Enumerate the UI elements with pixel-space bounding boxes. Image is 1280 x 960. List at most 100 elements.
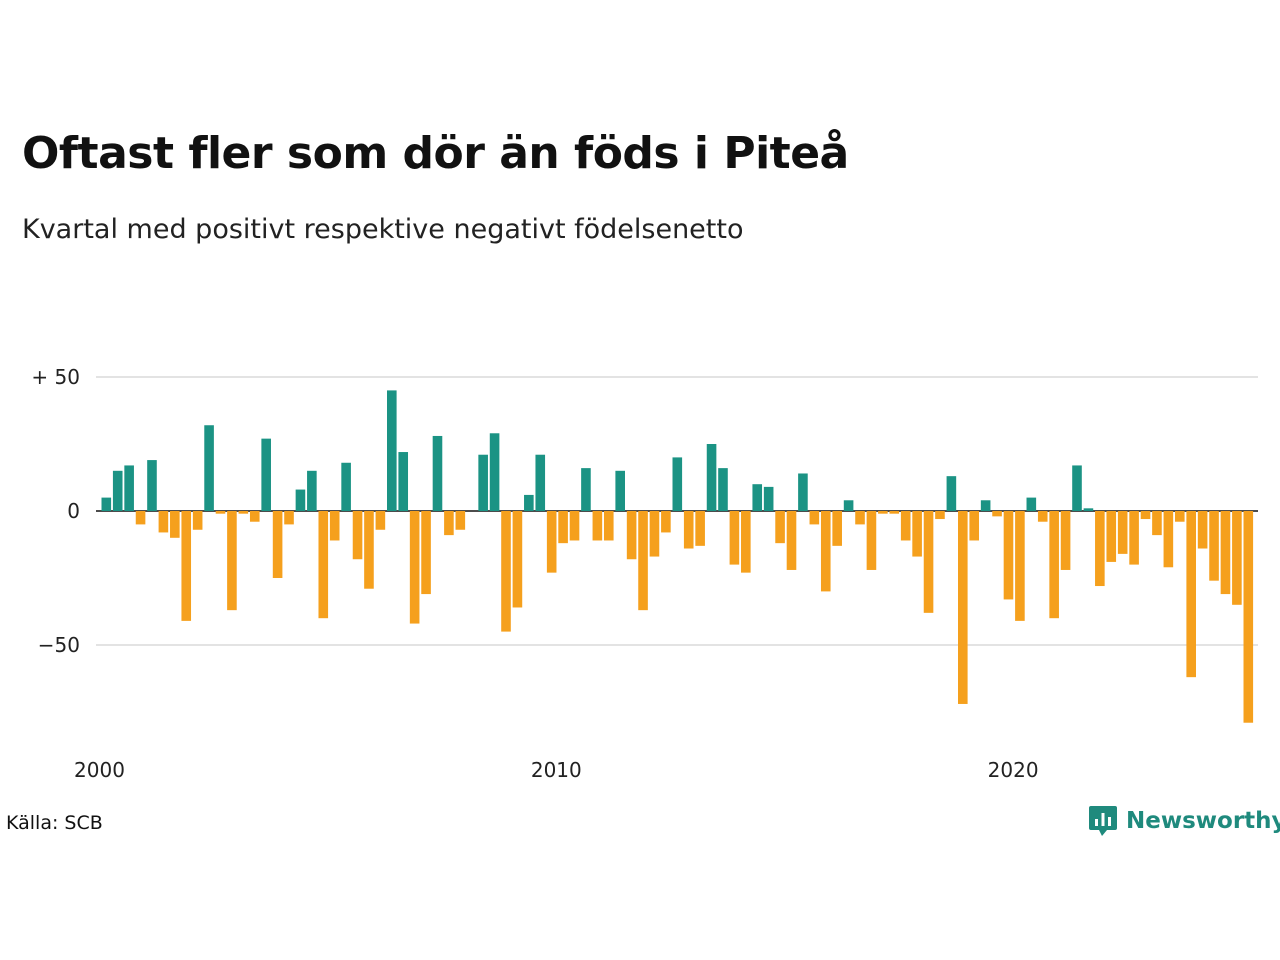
bar-positive: [204, 425, 214, 511]
bar-negative: [969, 511, 980, 541]
bar-negative: [1243, 511, 1254, 723]
bar-negative: [329, 511, 340, 541]
bar-negative: [992, 511, 1002, 517]
x-tick-label: 2020: [988, 758, 1039, 782]
bar-negative: [558, 511, 568, 544]
bar-negative: [1220, 511, 1231, 595]
bar-negative: [192, 511, 203, 530]
bar-negative: [1163, 511, 1174, 568]
bar-negative: [1037, 511, 1048, 522]
bar-negative: [249, 511, 260, 522]
bars: [101, 390, 1254, 723]
bar-positive: [112, 470, 123, 511]
chart-subtitle: Kvartal med positivt respektive negativt…: [22, 214, 744, 245]
bar-negative: [741, 511, 751, 573]
bar-negative: [923, 511, 934, 613]
bar-positive: [124, 465, 134, 511]
bar-positive: [307, 470, 317, 511]
bar-negative: [352, 511, 363, 560]
bar-negative: [158, 511, 169, 533]
bar-negative: [786, 511, 797, 570]
bar-negative: [649, 511, 660, 557]
bar-negative: [135, 511, 146, 525]
bar-negative: [889, 511, 900, 514]
bar-negative: [935, 511, 945, 520]
bar-negative: [421, 511, 431, 595]
newsworthy-logo: Newsworthy: [1088, 804, 1280, 838]
bar-negative: [444, 511, 454, 536]
x-tick-label: 2010: [531, 758, 582, 782]
bar-positive: [843, 500, 854, 511]
bar-negative: [900, 511, 911, 541]
bar-negative: [1049, 511, 1059, 619]
bar-negative: [227, 511, 237, 611]
bar-negative: [1095, 511, 1105, 587]
x-tick-label: 2000: [74, 758, 125, 782]
bar-positive: [752, 484, 763, 511]
bar-negative: [1232, 511, 1242, 605]
bar-positive: [581, 468, 591, 511]
bar-positive: [718, 468, 728, 511]
bar-positive: [672, 457, 683, 511]
bar-positive: [1072, 465, 1082, 511]
newsworthy-chart-bubble-icon: [1089, 806, 1117, 836]
y-tick-label: −50: [38, 633, 80, 657]
bar-negative: [820, 511, 831, 592]
y-tick-label: 0: [67, 499, 80, 523]
bar-positive: [432, 435, 443, 511]
bar-positive: [398, 452, 409, 511]
bar-negative: [170, 511, 180, 538]
bar-negative: [181, 511, 192, 621]
source-note: Källa: SCB: [6, 812, 103, 834]
bar-negative: [683, 511, 694, 549]
bar-negative: [775, 511, 785, 544]
bar-positive: [101, 497, 112, 511]
bar-negative: [215, 511, 226, 514]
bar-negative: [1152, 511, 1162, 536]
bar-positive: [706, 444, 717, 511]
bar-negative: [1117, 511, 1128, 554]
bar-positive: [261, 438, 271, 511]
bar-negative: [1129, 511, 1139, 565]
bar-negative: [272, 511, 283, 578]
bar-negative: [455, 511, 466, 530]
bar-negative: [958, 511, 968, 704]
bar-positive: [341, 462, 351, 511]
bar-negative: [238, 511, 249, 514]
bar-negative: [1060, 511, 1071, 570]
bar-negative: [512, 511, 523, 608]
bar-negative: [1186, 511, 1196, 678]
bar-negative: [1197, 511, 1208, 549]
bar-negative: [284, 511, 294, 525]
bar-negative: [638, 511, 648, 611]
bar-positive: [946, 476, 957, 511]
bar-negative: [603, 511, 614, 541]
bar-negative: [1174, 511, 1185, 522]
bar-negative: [409, 511, 420, 624]
axis-labels: + 50 0 −50 2000 2010 2020: [31, 365, 1038, 782]
bar-negative: [1209, 511, 1219, 581]
bar-negative: [375, 511, 386, 530]
bar-positive: [615, 470, 625, 511]
bar-positive: [980, 500, 991, 511]
bar-positive: [295, 489, 306, 511]
bar-negative: [729, 511, 740, 565]
bar-negative: [569, 511, 580, 541]
bar-negative: [866, 511, 877, 570]
bar-positive: [524, 494, 534, 511]
bar-positive: [763, 486, 774, 511]
chart-title: Oftast fler som dör än föds i Piteå: [22, 128, 849, 179]
bar-positive: [535, 454, 546, 511]
bar-negative: [878, 511, 888, 514]
bar-negative: [364, 511, 374, 589]
bar-negative: [661, 511, 671, 533]
bar-positive: [478, 454, 488, 511]
bar-positive: [489, 433, 500, 511]
bar-positive: [387, 390, 397, 511]
bar-negative: [546, 511, 557, 573]
bar-negative: [592, 511, 603, 541]
bar-negative: [501, 511, 511, 632]
bar-positive: [798, 473, 808, 511]
bar-positive: [1083, 508, 1094, 511]
bar-negative: [855, 511, 865, 525]
